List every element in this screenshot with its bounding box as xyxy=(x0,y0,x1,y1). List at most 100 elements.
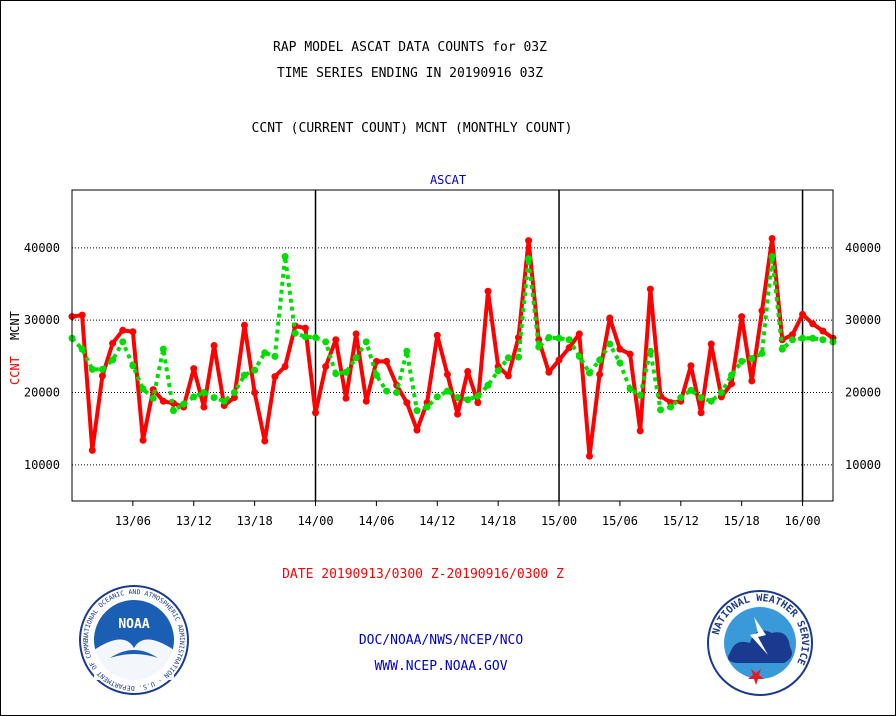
data-point-ccnt xyxy=(474,399,482,407)
data-point-ccnt xyxy=(88,446,96,454)
plot-frame xyxy=(71,189,834,502)
data-point-mcnt xyxy=(78,345,86,353)
org-label: DOC/NOAA/NWS/NCEP/NCO xyxy=(359,633,524,648)
data-point-mcnt xyxy=(413,407,421,415)
y-tick-label-right: 10000 xyxy=(845,458,881,472)
data-point-mcnt xyxy=(768,253,776,261)
y-tick-label-right: 30000 xyxy=(845,313,881,327)
data-point-ccnt xyxy=(129,328,137,336)
y-tick-label-right: 20000 xyxy=(845,386,881,400)
data-point-ccnt xyxy=(413,426,421,434)
y-tick-label-left: 40000 xyxy=(24,241,60,255)
data-point-mcnt xyxy=(799,334,807,342)
data-point-mcnt xyxy=(788,336,796,344)
data-point-mcnt xyxy=(190,393,198,401)
data-point-mcnt xyxy=(758,349,766,357)
x-tick-label: 15/00 xyxy=(541,514,577,528)
ticks-layer: 10000 10000 20000 20000 30000 30000 40000 40000… xyxy=(24,241,881,528)
data-point-mcnt xyxy=(636,391,644,399)
data-point-mcnt xyxy=(301,333,309,341)
plot-title: ASCAT xyxy=(430,173,466,187)
data-point-ccnt xyxy=(646,285,654,293)
nws-logo-icon: NATIONAL WEATHER SERVICE xyxy=(707,590,813,696)
data-point-mcnt xyxy=(555,334,563,342)
data-point-mcnt xyxy=(383,387,391,395)
data-point-mcnt xyxy=(220,397,228,405)
data-point-mcnt xyxy=(443,387,451,395)
data-point-mcnt xyxy=(545,334,553,342)
day-boundary-lines xyxy=(314,190,804,501)
data-point-ccnt xyxy=(332,336,340,344)
website-link[interactable]: WWW.NCEP.NOAA.GOV xyxy=(374,659,507,674)
data-point-mcnt xyxy=(484,381,492,389)
data-point-ccnt xyxy=(362,397,370,405)
data-point-mcnt xyxy=(129,362,137,370)
data-point-mcnt xyxy=(748,355,756,363)
data-point-ccnt xyxy=(383,357,391,365)
data-point-ccnt xyxy=(687,362,695,370)
data-point-ccnt xyxy=(454,410,462,418)
y-tick-label-right: 40000 xyxy=(845,241,881,255)
data-point-ccnt xyxy=(352,330,360,338)
data-point-mcnt xyxy=(464,396,472,404)
data-point-mcnt xyxy=(88,365,96,373)
data-point-ccnt xyxy=(636,427,644,435)
data-point-ccnt xyxy=(758,307,766,315)
data-point-ccnt xyxy=(109,339,117,347)
data-point-ccnt xyxy=(596,370,604,378)
data-point-ccnt xyxy=(139,436,147,444)
data-point-mcnt xyxy=(372,371,380,379)
chart-title-line1: RAP MODEL ASCAT DATA COUNTS for 03Z xyxy=(273,40,547,55)
data-point-mcnt xyxy=(230,389,238,397)
data-point-mcnt xyxy=(149,394,157,402)
data-point-mcnt xyxy=(657,406,665,414)
y-tick-label-left: 30000 xyxy=(24,313,60,327)
data-point-mcnt xyxy=(575,352,583,360)
data-point-mcnt xyxy=(342,368,350,376)
x-tick-label: 14/18 xyxy=(480,514,516,528)
x-tick-label: 14/06 xyxy=(358,514,394,528)
data-point-mcnt xyxy=(697,394,705,402)
data-point-ccnt xyxy=(728,380,736,388)
data-point-mcnt xyxy=(717,389,725,397)
data-point-mcnt xyxy=(474,392,482,400)
data-point-ccnt xyxy=(788,331,796,339)
date-range-label: DATE 20190913/0300 Z-20190916/0300 Z xyxy=(282,567,564,582)
data-point-mcnt xyxy=(312,334,320,342)
data-point-mcnt xyxy=(819,336,827,344)
data-point-ccnt xyxy=(312,409,320,417)
data-point-mcnt xyxy=(200,389,208,397)
data-point-ccnt xyxy=(240,321,248,329)
data-point-mcnt xyxy=(281,253,289,261)
data-point-ccnt xyxy=(200,403,208,411)
data-point-ccnt xyxy=(190,365,198,373)
data-point-mcnt xyxy=(525,255,533,263)
data-point-mcnt xyxy=(494,367,502,375)
y-axis-label-ccnt: CCNT xyxy=(8,356,22,385)
data-point-ccnt xyxy=(484,287,492,295)
data-point-mcnt xyxy=(585,369,593,377)
data-point-mcnt xyxy=(393,389,401,397)
data-point-mcnt xyxy=(504,354,512,362)
data-point-ccnt xyxy=(98,372,106,380)
data-point-ccnt xyxy=(575,330,583,338)
data-point-mcnt xyxy=(332,370,340,378)
data-point-mcnt xyxy=(728,371,736,379)
data-point-mcnt xyxy=(596,356,604,364)
data-point-ccnt xyxy=(768,234,776,242)
data-point-mcnt xyxy=(667,403,675,411)
data-point-mcnt xyxy=(159,345,167,353)
data-point-mcnt xyxy=(687,386,695,394)
data-point-mcnt xyxy=(180,400,188,408)
data-point-ccnt xyxy=(159,397,167,405)
x-tick-label: 15/12 xyxy=(663,514,699,528)
data-point-ccnt xyxy=(210,342,218,349)
data-point-ccnt xyxy=(301,324,309,332)
data-point-mcnt xyxy=(433,393,441,401)
y-tick-label-left: 10000 xyxy=(24,458,60,472)
data-point-ccnt xyxy=(342,394,350,402)
data-point-ccnt xyxy=(819,327,827,335)
data-point-ccnt xyxy=(281,362,289,370)
data-point-ccnt xyxy=(707,340,715,348)
data-point-mcnt xyxy=(677,394,685,402)
